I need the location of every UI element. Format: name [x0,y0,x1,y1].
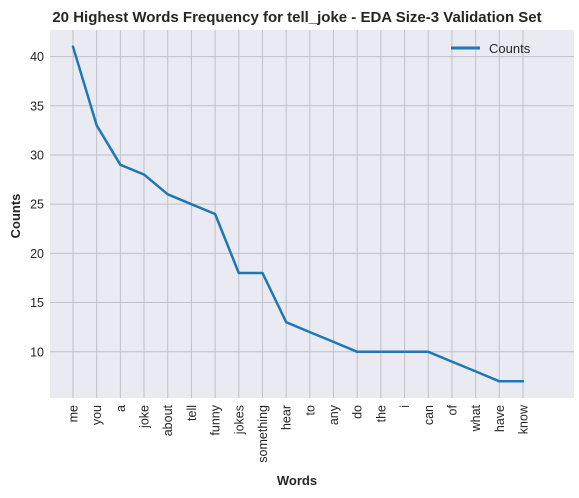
x-tick-label: funny [209,404,223,435]
legend: Counts [451,41,531,56]
x-tick-label: about [161,404,175,436]
x-tick-label: of [445,404,459,415]
x-tick-label: what [469,404,483,432]
y-tick-label: 35 [30,99,44,113]
x-tick-label: any [327,404,341,425]
y-tick-label: 25 [30,198,44,212]
x-axis-label: Words [277,473,317,488]
x-tick-label: know [517,404,531,434]
x-tick-label: tell [185,405,199,421]
x-tick-label: something [256,405,270,463]
x-tick-label: to [303,405,317,415]
x-tick-label: me [67,405,81,422]
x-tick-label: joke [138,405,152,429]
x-tick-label: i [398,405,412,408]
x-axis-ticks: me you a joke about tell funny jokes something he… [67,404,531,463]
y-axis-label: Counts [8,194,23,239]
legend-label-counts: Counts [489,41,531,56]
x-tick-label: do [351,405,365,419]
y-tick-label: 10 [30,345,44,359]
y-tick-label: 40 [30,50,44,64]
plot-area [50,30,574,398]
y-axis-ticks: 10 15 20 25 30 35 40 [30,50,44,359]
x-tick-label: have [493,405,507,432]
y-tick-label: 20 [30,247,44,261]
series-line-counts [71,45,525,383]
chart-title: 20 Highest Words Frequency for tell_joke… [52,9,541,26]
x-tick-label: can [422,405,436,425]
y-tick-label: 15 [30,296,44,310]
x-tick-label: you [90,405,104,425]
x-tick-label: hear [280,405,294,430]
y-tick-label: 30 [30,148,44,162]
x-tick-label: a [114,405,128,412]
x-tick-label: jokes [232,405,246,435]
series-layer [71,45,525,383]
x-tick-label: the [374,405,388,422]
